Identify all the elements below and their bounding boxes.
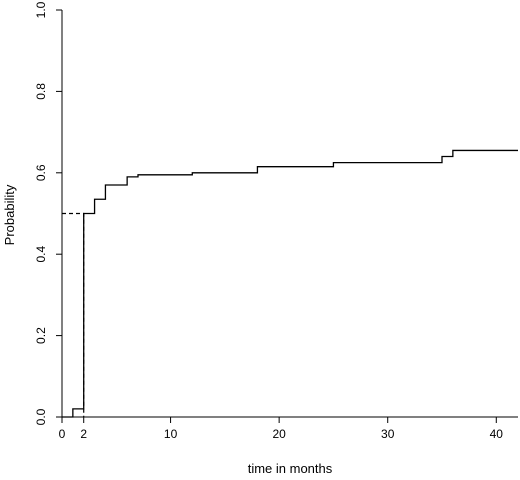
x-tick-label: 30: [381, 427, 395, 441]
x-tick-label: 40: [490, 427, 504, 441]
y-tick-label: 0.4: [34, 246, 48, 263]
x-tick-label: 20: [272, 427, 286, 441]
series-line: [62, 149, 518, 418]
ticks: 0.0 0.2 0.4 0.6 0.8 1.0 0 2 10 20 30 40: [34, 1, 503, 441]
y-tick-label: 0.8: [34, 83, 48, 100]
y-tick-label: 0.6: [34, 164, 48, 181]
y-tick-label: 1.0: [34, 1, 48, 18]
y-tick-label: 0.2: [34, 327, 48, 344]
x-tick-label: 2: [80, 427, 87, 441]
reference-line-dashed: [62, 212, 85, 417]
y-tick-label: 0.0: [34, 408, 48, 425]
axes: [61, 10, 518, 418]
y-axis-label: Probability: [2, 184, 17, 245]
x-tick-label: 0: [59, 427, 66, 441]
x-axis-label: time in months: [248, 461, 333, 476]
plot-area: [62, 149, 518, 418]
x-tick-label: 10: [164, 427, 178, 441]
